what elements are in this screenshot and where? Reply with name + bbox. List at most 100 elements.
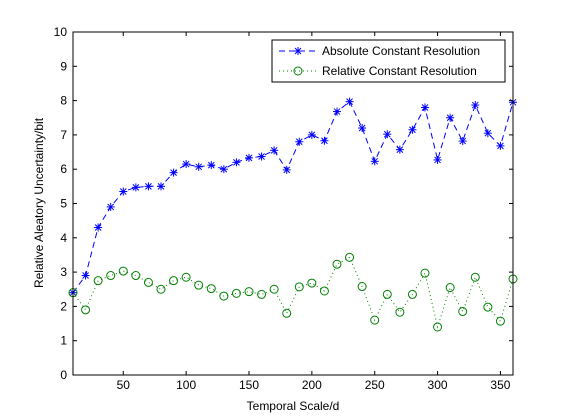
x-tick-label: 100 [176,378,196,392]
y-tick-label: 8 [60,94,67,108]
data-point-star [307,130,316,139]
data-point-star [421,103,429,112]
series-line-1 [72,100,514,293]
data-point-circle [81,305,91,315]
data-point-star [119,187,128,196]
data-point-star [207,161,216,170]
data-point-star [144,182,153,191]
y-tick-label: 2 [60,299,67,313]
data-point-star [106,202,115,211]
data-point-circle [206,284,216,294]
data-point-star [295,137,304,146]
data-point-circle [357,282,367,292]
data-point-star [333,107,341,116]
data-point-star [458,137,467,146]
data-point-star [270,146,279,155]
data-point-circle [319,286,329,296]
data-point-circle [231,288,241,298]
data-point-star [483,129,492,138]
data-point-circle [370,315,380,325]
data-point-circle [332,259,342,269]
data-point-circle [458,307,468,317]
data-point-circle [382,289,392,299]
legend-marker-circle [293,66,303,76]
legend-label: Absolute Constant Resolution [322,44,480,58]
data-point-circle [470,272,480,282]
data-point-star [131,183,140,192]
data-point-star [169,168,178,177]
data-point-star [496,141,505,150]
data-point-circle [433,322,443,332]
data-point-circle [219,291,229,301]
data-point-star [182,160,191,169]
data-point-circle [445,283,455,293]
data-point-star [194,162,203,171]
data-point-star [94,223,103,232]
legend-entries: Absolute Constant Resolution Relative Con… [279,44,480,78]
data-point-star [408,125,417,134]
x-tick-label: 250 [365,378,385,392]
data-point-circle [307,278,317,288]
data-point-circle [106,271,116,281]
y-tick-label: 3 [60,265,67,279]
y-tick-label: 7 [60,128,67,142]
data-point-circle [93,276,103,286]
data-point-star [358,124,367,133]
x-axis: 50 100 150 200 250 300 350 [117,32,511,392]
data-point-circle [181,272,191,282]
y-tick-label: 4 [60,231,67,245]
data-point-circle [282,308,292,318]
data-point-circle [143,277,153,287]
y-tick-label: 10 [54,25,68,39]
data-point-circle [257,289,267,299]
data-point-star [383,130,392,139]
legend-marker-star [294,47,302,55]
legend-box [271,39,506,83]
x-tick-label: 50 [117,378,131,392]
data-point-star [157,182,165,191]
data-point-star [232,158,241,167]
data-point-star [282,165,291,174]
data-point-circle [194,280,204,290]
y-axis-label: Relative Aleatory Uncertainty/bit [32,117,46,288]
x-tick-label: 150 [239,378,259,392]
data-point-star [345,97,354,106]
data-point-star [446,113,455,122]
data-point-circle [156,284,166,294]
x-tick-label: 200 [302,378,322,392]
data-point-star [257,152,266,161]
data-point-circle [345,252,355,262]
data-point-circle [118,266,128,276]
data-point-star [320,136,329,145]
series-layer [68,97,518,332]
data-point-circle [294,282,304,292]
data-point-circle [420,268,430,278]
data-point-circle [407,289,417,299]
data-point-circle [483,302,493,312]
plot-area [73,32,513,375]
data-point-circle [244,287,254,297]
x-tick-label: 300 [428,378,448,392]
data-point-star [471,101,480,110]
x-axis-label: Temporal Scale/d [247,399,340,413]
data-point-star [370,157,379,166]
y-tick-label: 5 [60,197,67,211]
data-point-star [219,165,228,174]
data-point-star [395,145,404,154]
data-point-star [433,155,442,164]
x-tick-label: 350 [490,378,510,392]
y-tick-label: 6 [60,162,67,176]
data-point-star [245,153,253,162]
data-point-circle [131,271,141,281]
data-point-star [81,271,90,280]
y-tick-label: 1 [60,334,67,348]
y-axis: 0 1 2 3 4 5 6 7 8 9 10 [54,25,513,382]
y-tick-label: 0 [60,368,67,382]
legend-label: Relative Constant Resolution [322,64,477,78]
data-point-circle [495,316,505,326]
data-point-circle [169,276,179,286]
y-tick-label: 9 [60,59,67,73]
legend: Absolute Constant Resolution Relative Con… [271,39,506,83]
data-point-circle [269,284,279,294]
